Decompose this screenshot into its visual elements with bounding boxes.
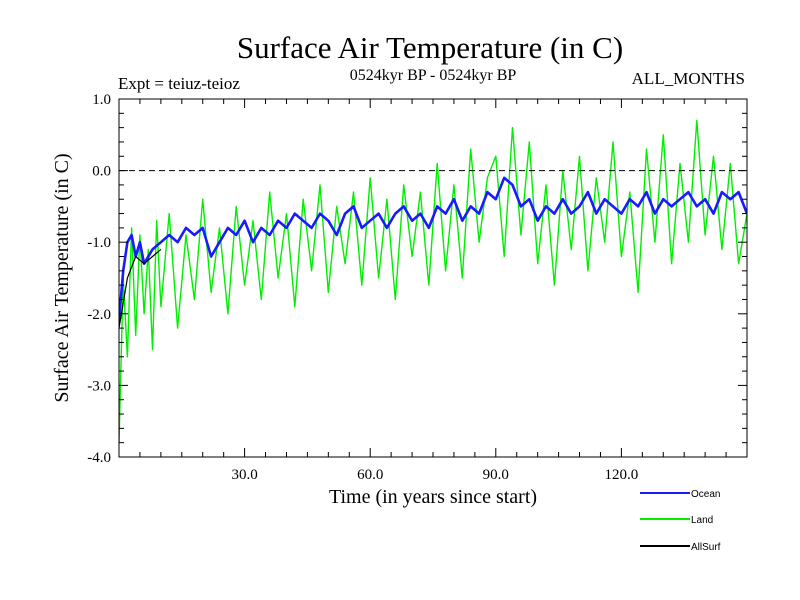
y-tick-label: 1.0	[92, 92, 111, 108]
x-tick-label: 90.0	[483, 467, 509, 483]
plot-area	[119, 119, 747, 443]
y-tick-label: 0.0	[92, 164, 111, 180]
legend-label-land: Land	[691, 515, 713, 526]
y-tick-label: -1.0	[87, 235, 111, 251]
period-label: 0524kyr BP - 0524kyr BP	[350, 67, 517, 84]
legend-label-ocean: Ocean	[691, 489, 720, 500]
series-line-allsurf	[119, 248, 162, 329]
y-tick-label: -4.0	[87, 450, 111, 466]
legend: Ocean Land AllSurf	[640, 489, 721, 553]
x-tick-label: 120.0	[605, 467, 639, 483]
x-axis: 30.0 60.0 90.0 120.0	[118, 99, 748, 483]
series-line-land	[119, 119, 747, 443]
expt-label: Expt = teiuz-teioz	[118, 74, 240, 93]
chart-title: Surface Air Temperature (in C)	[237, 30, 623, 65]
x-tick-label: 30.0	[231, 467, 257, 483]
y-tick-label: -3.0	[87, 378, 111, 394]
series-line-ocean	[119, 176, 747, 322]
y-axis: -4.0 -3.0 -2.0 -1.0 0.0 1.0	[87, 92, 747, 466]
months-label: ALL_MONTHS	[632, 69, 745, 88]
y-axis-label: Surface Air Temperature (in C)	[51, 153, 73, 402]
x-axis-label: Time (in years since start)	[329, 486, 537, 508]
y-tick-label: -2.0	[87, 307, 111, 323]
legend-label-allsurf: AllSurf	[691, 542, 721, 553]
x-tick-label: 60.0	[357, 467, 383, 483]
